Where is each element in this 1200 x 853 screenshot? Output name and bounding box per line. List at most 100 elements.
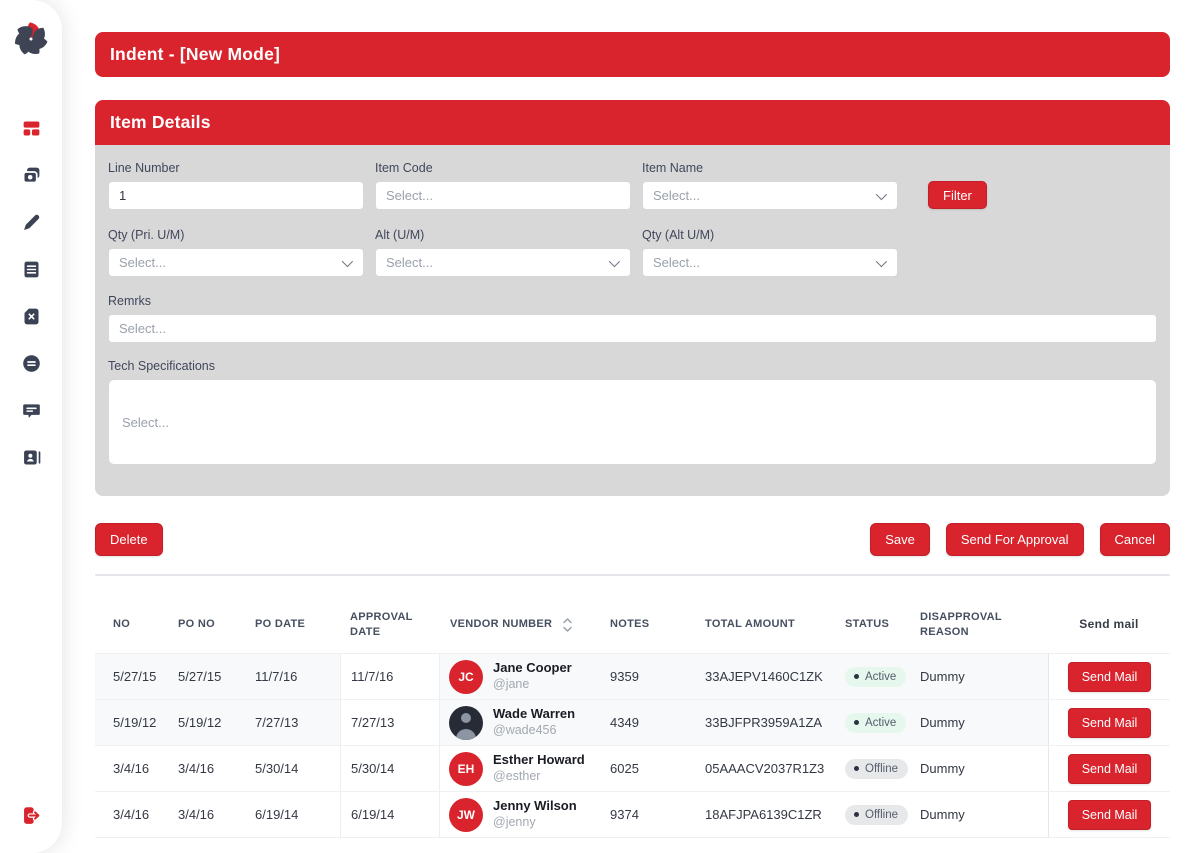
logout-icon[interactable]: [19, 803, 43, 827]
cell-status: Offline: [835, 746, 910, 791]
sidebar-item-document-icon[interactable]: [19, 257, 43, 281]
save-button[interactable]: Save: [870, 523, 930, 556]
field-qty-pri-um: Qty (Pri. U/M) Select...: [108, 228, 364, 277]
status-badge: Offline: [845, 758, 909, 779]
cell-no: 5/19/12: [113, 715, 157, 730]
table-row: 3/4/16 3/4/16 5/30/14 5/30/14 EH Esther …: [95, 746, 1170, 792]
col-status: STATUS: [845, 618, 890, 631]
status-badge: Offline: [845, 804, 909, 825]
line-number-input[interactable]: [108, 181, 364, 210]
status-dot-icon: [854, 720, 859, 725]
qty-alt-um-select[interactable]: Select...: [642, 248, 898, 277]
cell-status: Offline: [835, 792, 910, 837]
status-text: Offline: [865, 762, 899, 775]
cell-no: 5/27/15: [113, 669, 157, 684]
status-text: Active: [865, 670, 897, 683]
qty-pri-um-select[interactable]: Select...: [108, 248, 364, 277]
field-line-number: Line Number: [108, 161, 364, 210]
field-tech-specifications: Tech Specifications Select...: [108, 359, 1157, 465]
tech-specifications-label: Tech Specifications: [108, 359, 216, 373]
sidebar-item-menu-circle-icon[interactable]: [19, 351, 43, 375]
remrks-label: Remrks: [108, 294, 152, 308]
status-badge: Active: [845, 712, 907, 733]
send-mail-button[interactable]: Send Mail: [1067, 753, 1152, 784]
table-rows: 5/27/15 5/27/15 11/7/16 11/7/16 JC Jane …: [95, 654, 1170, 838]
cell-po-no: 5/27/15: [178, 669, 222, 684]
cell-disapproval-reason: Dummy: [920, 761, 965, 776]
sidebar-item-edit-icon[interactable]: [19, 210, 43, 234]
vendor-name: Esther Howard: [493, 752, 585, 768]
sidebar-item-media-icon[interactable]: [19, 163, 43, 187]
sidebar-nav: [19, 116, 43, 469]
send-mail-button[interactable]: Send Mail: [1067, 799, 1152, 830]
cell-notes: 9359: [610, 669, 639, 684]
col-vendor-number: VENDOR NUMBER: [440, 617, 600, 633]
chevron-down-icon: [608, 255, 621, 267]
send-for-approval-button[interactable]: Send For Approval: [945, 523, 1084, 556]
cell-po-date: 5/30/14: [255, 761, 299, 776]
cell-total-amount: 33BJFPR3959A1ZA: [705, 715, 823, 730]
cell-vendor: JC Jane Cooper @jane: [440, 654, 600, 699]
cell-po-no: 3/4/16: [178, 807, 215, 822]
field-alt-um: Alt (U/M) Select...: [375, 228, 631, 277]
cell-approval-date: 11/7/16: [340, 654, 440, 699]
qty-alt-um-placeholder: Select...: [653, 255, 700, 270]
page-title: Indent - [New Mode]: [95, 32, 1170, 77]
item-name-label: Item Name: [642, 161, 704, 175]
delete-button[interactable]: Delete: [95, 523, 163, 556]
vendor-avatar: JW: [449, 797, 483, 832]
cell-notes: 6025: [610, 761, 639, 776]
cell-total-amount: 33AJEPV1460C1ZK: [705, 669, 823, 684]
remrks-input[interactable]: [108, 314, 1157, 343]
item-code-input[interactable]: [375, 181, 631, 210]
table-row: 5/27/15 5/27/15 11/7/16 11/7/16 JC Jane …: [95, 654, 1170, 700]
item-name-select[interactable]: Select...: [642, 181, 898, 210]
col-po-date: PO DATE: [255, 618, 306, 631]
sidebar-item-chat-icon[interactable]: [19, 398, 43, 422]
cancel-button[interactable]: Cancel: [1099, 523, 1170, 556]
tech-specifications-textarea[interactable]: Select...: [108, 379, 1157, 465]
item-details-title: Item Details: [95, 100, 1170, 145]
cell-send-mail: Send Mail: [1048, 746, 1170, 791]
cell-approval-date: 6/19/14: [340, 792, 440, 837]
cell-status: Active: [835, 654, 910, 699]
cell-total-amount: 18AFJPA6139C1ZR: [705, 807, 822, 822]
status-badge: Active: [845, 666, 907, 687]
cell-disapproval-reason: Dummy: [920, 715, 965, 730]
cell-status: Active: [835, 700, 910, 745]
cell-po-no: 5/19/12: [178, 715, 222, 730]
vendor-avatar: [449, 705, 483, 740]
col-disapproval-reason: DISAPPROVAL REASON: [920, 610, 1002, 638]
item-details-section: Item Details Line Number Item Code Item …: [95, 100, 1170, 496]
vendor-handle: @esther: [493, 768, 541, 783]
col-notes: NOTES: [610, 618, 650, 631]
vendor-avatar: EH: [449, 751, 483, 786]
cell-total-amount: 05AAACV2037R1Z3: [705, 761, 825, 776]
cell-notes: 4349: [610, 715, 639, 730]
sidebar-item-file-x-icon[interactable]: [19, 304, 43, 328]
cell-no: 3/4/16: [113, 761, 150, 776]
divider: [95, 574, 1170, 576]
cell-approval-date: 7/27/13: [340, 700, 440, 745]
send-mail-button[interactable]: Send Mail: [1067, 661, 1152, 692]
sort-icon[interactable]: [562, 617, 573, 633]
filter-button[interactable]: Filter: [928, 181, 987, 209]
cell-send-mail: Send Mail: [1048, 654, 1170, 699]
alt-um-select[interactable]: Select...: [375, 248, 631, 277]
sidebar-item-items-icon[interactable]: [19, 116, 43, 140]
chevron-down-icon: [875, 255, 888, 267]
field-item-name: Item Name Select...: [642, 161, 898, 210]
vendor-handle: @jenny: [493, 814, 536, 829]
cell-disapproval-reason: Dummy: [920, 807, 965, 822]
cell-vendor: EH Esther Howard @esther: [440, 746, 600, 791]
cell-disapproval-reason: Dummy: [920, 669, 965, 684]
vendor-number-label: VENDOR NUMBER: [450, 618, 553, 631]
send-mail-button[interactable]: Send Mail: [1067, 707, 1152, 738]
field-remrks: Remrks: [108, 294, 1157, 343]
sidebar-item-contact-card-icon[interactable]: [19, 445, 43, 469]
field-qty-alt-um: Qty (Alt U/M) Select...: [642, 228, 898, 277]
status-dot-icon: [854, 766, 859, 771]
line-number-label: Line Number: [108, 161, 180, 175]
table-header: NO PO NO PO DATE APPROVAL DATE VENDOR NU…: [95, 596, 1170, 654]
col-no: NO: [113, 618, 131, 631]
